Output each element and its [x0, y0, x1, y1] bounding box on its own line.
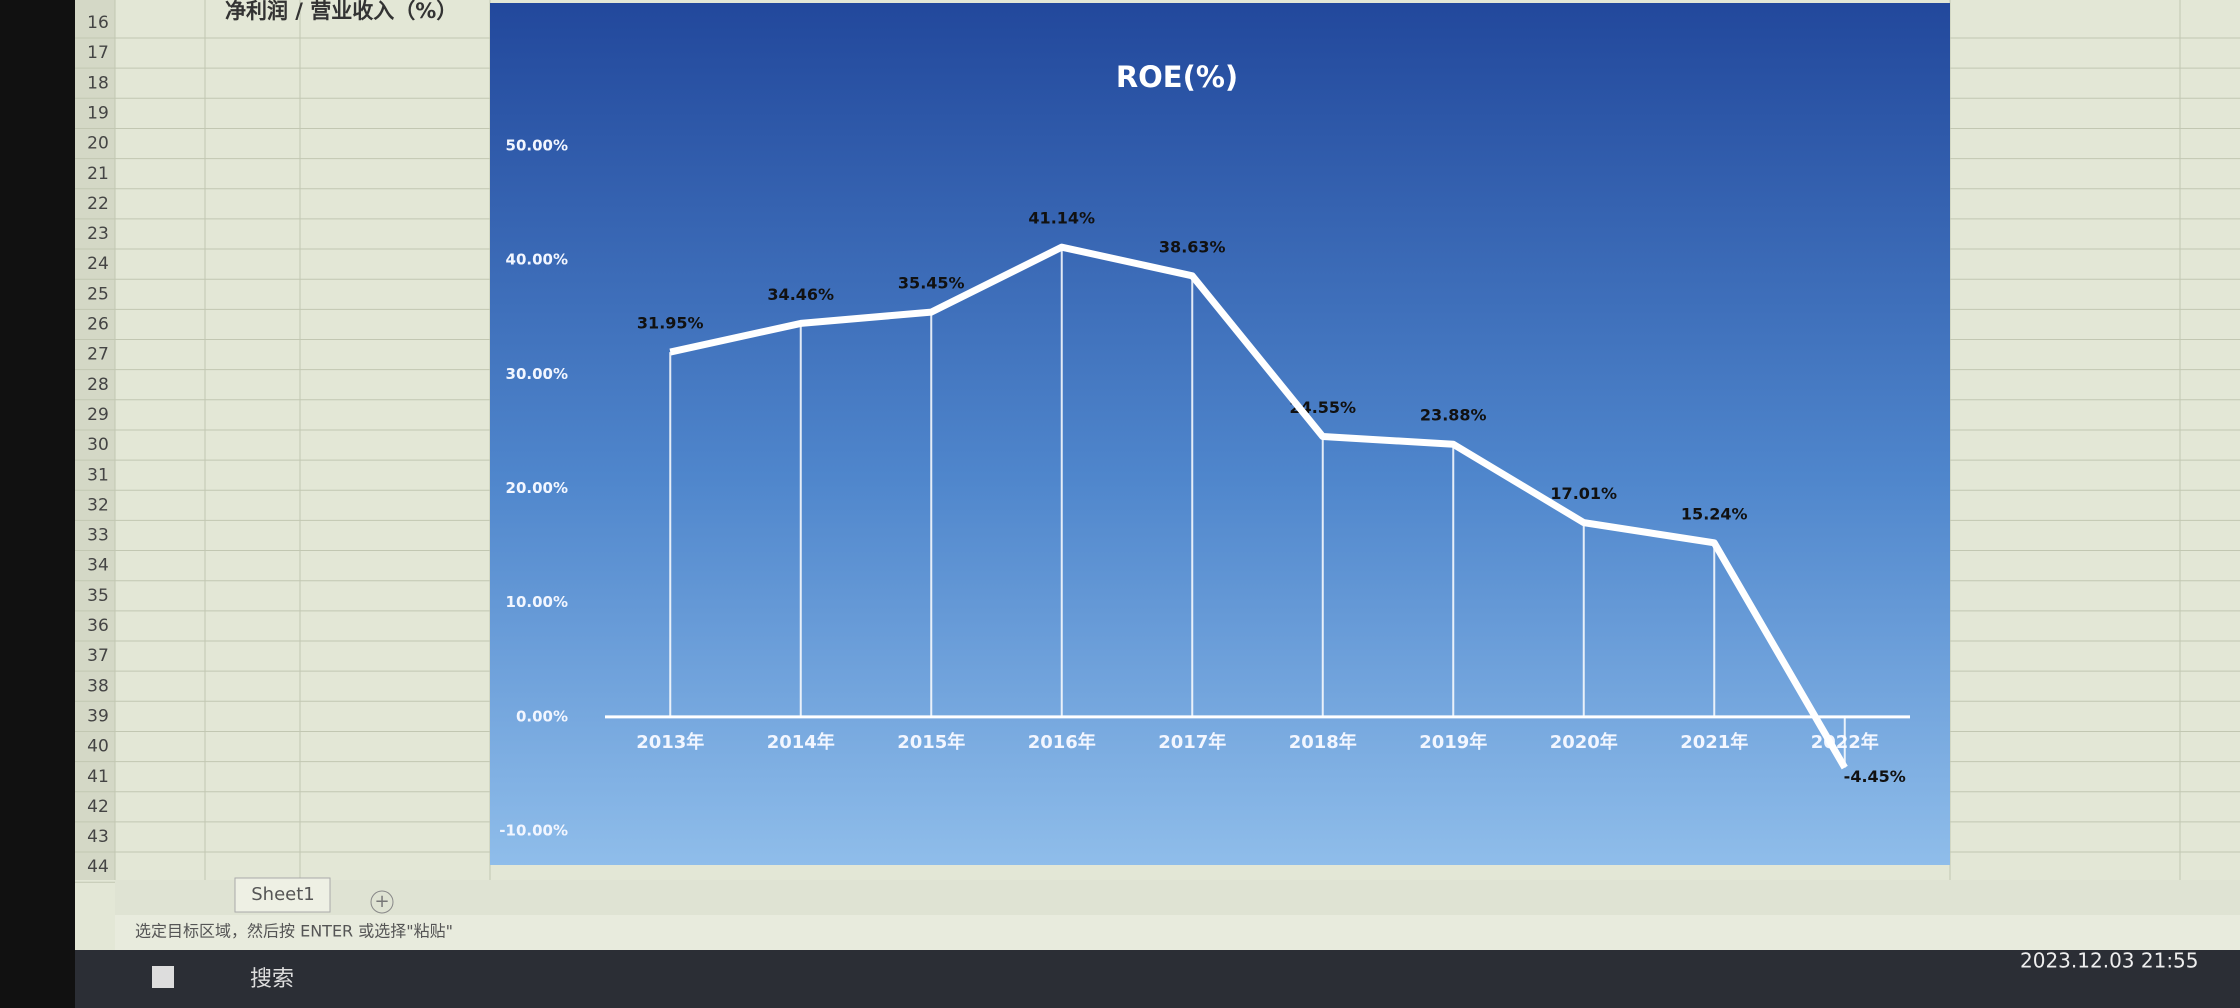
y-tick-label: 20.00% — [506, 479, 568, 497]
row-number: 39 — [87, 706, 109, 726]
row-number: 44 — [87, 857, 109, 877]
row-number: 20 — [87, 134, 109, 154]
row-number: 41 — [87, 767, 109, 787]
row-number: 23 — [87, 224, 109, 244]
add-sheet-icon[interactable]: + — [374, 891, 389, 912]
row-number: 36 — [87, 616, 109, 636]
x-tick-label: 2021年 — [1680, 731, 1748, 753]
data-label: -4.45% — [1844, 767, 1906, 786]
x-tick-label: 2015年 — [897, 731, 965, 753]
sheet-tab[interactable] — [234, 877, 331, 913]
row-number: 38 — [87, 676, 109, 696]
y-tick-label: 40.00% — [506, 251, 568, 269]
data-label: 23.88% — [1420, 406, 1487, 425]
data-label: 15.24% — [1681, 504, 1748, 523]
row-number: 33 — [87, 526, 109, 546]
x-tick-label: 2018年 — [1289, 731, 1357, 753]
row-number: 16 — [87, 13, 109, 33]
data-label: 17.01% — [1550, 484, 1617, 503]
data-label: 34.46% — [767, 285, 834, 304]
y-tick-label: 30.00% — [506, 365, 568, 383]
row-number: 42 — [87, 797, 109, 817]
row-number: 34 — [87, 556, 109, 576]
status-text: 选定目标区域，然后按 ENTER 或选择"粘贴" — [135, 922, 453, 941]
taskbar — [75, 950, 2240, 1008]
row-number: 28 — [87, 375, 109, 395]
row-header — [75, 0, 115, 880]
row-number: 17 — [87, 43, 109, 63]
row-number: 40 — [87, 737, 109, 757]
data-line — [669, 243, 1848, 770]
row-number: 22 — [87, 194, 109, 214]
chart-title: ROE(%) — [1116, 60, 1238, 94]
x-tick-label: 2017年 — [1158, 731, 1226, 753]
search-box[interactable]: 搜索 — [250, 967, 294, 992]
row-number: 25 — [87, 284, 109, 304]
add-sheet[interactable] — [370, 890, 394, 914]
row-number: 43 — [87, 827, 109, 847]
cell-label: 净利润 / 营业收入（%） — [225, 0, 457, 23]
x-tick-label: 2020年 — [1550, 731, 1618, 753]
row-number: 18 — [87, 73, 109, 93]
clock: 2023.12.03 21:55 — [2020, 949, 2199, 973]
row-number: 30 — [87, 435, 109, 455]
data-label: 41.14% — [1028, 209, 1095, 228]
row-number: 21 — [87, 164, 109, 184]
y-tick-label: 10.00% — [506, 593, 568, 611]
y-tick-label: 0.00% — [516, 707, 568, 725]
row-number: 24 — [87, 254, 109, 274]
y-tick-label: 50.00% — [506, 137, 568, 155]
row-number: 32 — [87, 495, 109, 515]
status-bar — [115, 915, 2240, 950]
row-number: 26 — [87, 315, 109, 335]
row-number: 31 — [87, 465, 109, 485]
x-tick-label: 2019年 — [1419, 731, 1487, 753]
row-number: 35 — [87, 586, 109, 606]
data-label: 35.45% — [898, 274, 965, 293]
x-tick-label: 2014年 — [767, 731, 835, 753]
y-tick-label: -10.00% — [499, 822, 568, 840]
x-tick-label: 2016年 — [1028, 731, 1096, 753]
sheet-tab-label[interactable]: Sheet1 — [251, 884, 315, 905]
data-label: 31.95% — [637, 314, 704, 333]
row-number: 29 — [87, 405, 109, 425]
start-button[interactable] — [152, 966, 174, 988]
bezel — [0, 0, 75, 1008]
row-number: 27 — [87, 345, 109, 365]
data-label: 38.63% — [1159, 237, 1226, 256]
x-tick-label: 2013年 — [636, 731, 704, 753]
chart-area — [490, 3, 1950, 865]
row-number: 37 — [87, 646, 109, 666]
row-number: 19 — [87, 103, 109, 123]
tab-bar — [115, 880, 2240, 915]
